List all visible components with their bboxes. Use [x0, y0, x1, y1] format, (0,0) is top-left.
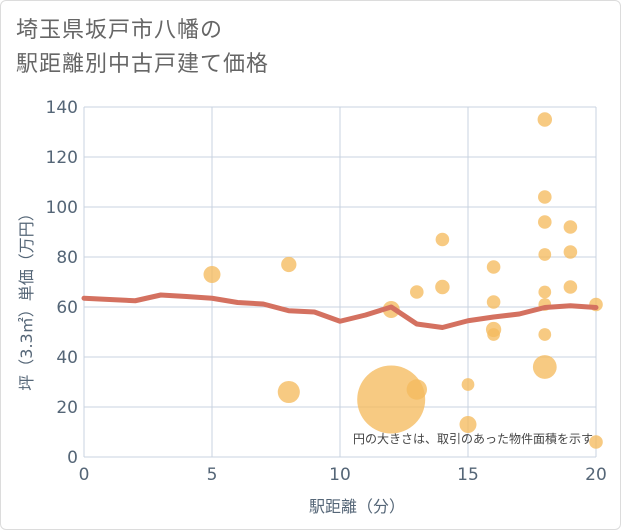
bubble-point [435, 279, 450, 295]
bubble-point [563, 220, 578, 234]
bubble-point [459, 416, 477, 433]
bubble-point [538, 328, 552, 341]
y-tick-label: 20 [56, 398, 78, 418]
x-tick-label: 5 [207, 465, 218, 485]
bubble-point [486, 260, 501, 274]
y-tick-label: 0 [67, 448, 78, 468]
y-tick-label: 140 [46, 98, 78, 118]
bubble-point [435, 232, 450, 247]
bubble-point [589, 435, 603, 449]
y-axis-label: 坪（3.3㎡）単価（万円） [17, 205, 36, 390]
x-axis-ticks: 0 5 10 15 20 [79, 465, 607, 485]
bubble-series [203, 112, 603, 449]
grid-lines [83, 106, 597, 458]
x-tick-label: 20 [585, 465, 607, 485]
y-tick-label: 80 [56, 248, 78, 268]
x-tick-label: 0 [79, 465, 90, 485]
bubble-point [487, 328, 500, 341]
y-axis-ticks: 0 20 40 60 80 100 120 140 [46, 98, 78, 468]
chart-title-line-2: 駅距離別中古戸建て価格 [16, 52, 270, 77]
bubble-point [461, 378, 475, 391]
bubble-point [406, 379, 427, 400]
bubble-point [532, 355, 557, 379]
bubble-point [277, 380, 300, 404]
bubble-point [203, 266, 221, 283]
y-tick-label: 40 [56, 348, 78, 368]
bubble-point [538, 248, 552, 261]
bubble-point [563, 245, 578, 259]
bubble-size-note: 円の大きさは、取引のあった物件面積を示す [353, 431, 593, 446]
x-axis-label: 駅距離（分） [309, 497, 405, 516]
y-tick-label: 100 [46, 198, 78, 218]
bubble-point [357, 365, 426, 434]
bubble-point [281, 256, 297, 273]
chart-title-line-1: 埼玉県坂戸市八幡の [16, 18, 224, 43]
bubble-point [538, 190, 552, 204]
bubble-point [537, 112, 553, 127]
chart-title: 埼玉県坂戸市八幡の 駅距離別中古戸建て価格 [16, 14, 269, 82]
x-tick-label: 15 [457, 465, 479, 485]
trend-line-series [81, 292, 599, 330]
bubble-point [538, 215, 552, 229]
bubble-point [410, 285, 424, 299]
y-tick-label: 60 [56, 298, 78, 318]
bubble-point [486, 295, 501, 309]
bubble-point [563, 280, 578, 294]
y-tick-label: 120 [46, 148, 78, 168]
x-tick-label: 10 [329, 465, 351, 485]
bubble-point [538, 285, 552, 299]
trend-line [81, 292, 599, 330]
